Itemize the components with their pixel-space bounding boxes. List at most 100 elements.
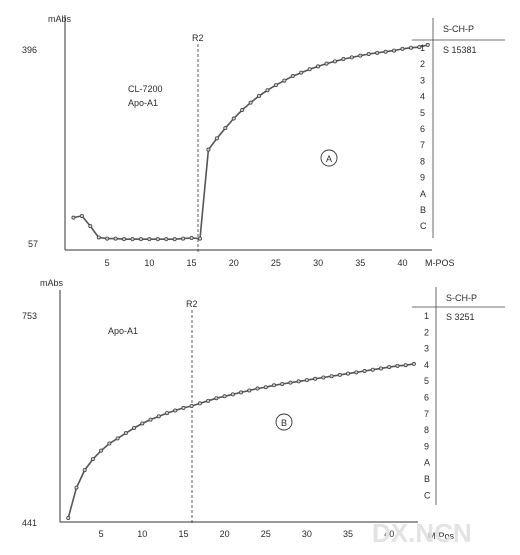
data-point-b — [140, 421, 145, 426]
x-tick-label-b: 40 — [384, 529, 394, 539]
series-line-a — [73, 44, 429, 240]
panel-label-circle-b — [275, 413, 293, 431]
series-a — [71, 42, 430, 242]
data-point-b — [115, 436, 120, 441]
y-axis-label-b: mAbs — [40, 278, 64, 288]
data-point-a — [316, 64, 321, 69]
y-axis-label-a: mAbs — [48, 14, 72, 24]
data-point-a — [248, 100, 253, 105]
data-point-a — [214, 136, 219, 141]
table-row-label-a: 4 — [420, 92, 425, 102]
data-point-b — [263, 385, 268, 390]
data-point-b — [395, 363, 400, 368]
data-point-b — [66, 516, 71, 521]
x-tick-label-b: 15 — [178, 529, 188, 539]
table-row-label-a: 7 — [420, 140, 425, 150]
table-row-label-a: 2 — [420, 59, 425, 69]
x-tick-label-b: 25 — [261, 529, 271, 539]
data-point-b — [107, 441, 112, 446]
x-tick-label-a: 25 — [271, 258, 281, 268]
table-row-label-a: 1 — [420, 43, 425, 53]
data-point-a — [332, 59, 337, 64]
x-tick-label-a: 15 — [187, 258, 197, 268]
table-value-b: S 3251 — [446, 312, 475, 322]
data-point-a — [197, 236, 202, 241]
data-point-b — [271, 383, 276, 388]
data-point-a — [299, 70, 304, 75]
table-row-label-b: 8 — [424, 425, 429, 435]
data-point-a — [71, 215, 76, 220]
data-point-a — [265, 88, 270, 93]
data-point-b — [296, 379, 301, 384]
data-point-b — [247, 388, 252, 393]
data-point-a — [307, 67, 312, 72]
data-point-a — [358, 53, 363, 58]
watermark: DX.NCN — [372, 518, 472, 548]
x-tick-label-b: 5 — [99, 529, 104, 539]
data-point-a — [392, 48, 397, 53]
r2-label-b: R2 — [186, 299, 198, 309]
table-row-label-a: C — [420, 221, 427, 231]
data-point-a — [122, 237, 127, 242]
table-row-label-b: 2 — [424, 327, 429, 337]
table-row-label-a: 6 — [420, 124, 425, 134]
table-row-label-b: C — [424, 490, 431, 500]
data-point-b — [206, 398, 211, 403]
data-point-b — [222, 394, 227, 399]
data-point-b — [230, 392, 235, 397]
panel-b: mAbs 753 441 5 10 15 20 25 30 35 40 M-Pos Apo-A… — [22, 278, 505, 541]
data-point-b — [239, 390, 244, 395]
data-point-a — [206, 147, 211, 152]
data-point-b — [288, 380, 293, 385]
table-row-label-a: 9 — [420, 173, 425, 183]
table-row-label-b: A — [424, 458, 430, 468]
data-point-a — [181, 236, 186, 241]
data-point-a — [240, 108, 245, 113]
data-point-b — [337, 372, 342, 377]
data-point-a — [155, 237, 160, 242]
x-axis-label-a: M-POS — [425, 258, 455, 268]
data-point-a — [113, 236, 118, 241]
data-point-b — [378, 366, 383, 371]
data-point-a — [341, 57, 346, 62]
data-point-b — [346, 371, 351, 376]
x-tick-label-a: 20 — [229, 258, 239, 268]
panel-label-circle-a — [320, 149, 338, 167]
table-row-label-a: A — [420, 189, 426, 199]
x-tick-label-b: 20 — [220, 529, 230, 539]
r2-label-a: R2 — [192, 33, 204, 43]
data-point-b — [99, 448, 104, 453]
data-point-b — [370, 367, 375, 372]
data-point-a — [96, 235, 101, 240]
panel-label-b: B — [281, 418, 287, 428]
y-tick-top-b: 753 — [22, 311, 37, 321]
data-point-a — [282, 78, 287, 83]
data-point-a — [172, 237, 177, 242]
data-point-b — [411, 361, 416, 366]
series-b — [66, 361, 416, 521]
panel-a: mAbs 396 57 5 10 15 20 25 30 35 40 M-POS CL-720… — [22, 14, 505, 268]
data-point-b — [403, 363, 408, 368]
x-tick-label-b: 35 — [343, 529, 353, 539]
x-tick-label-a: 35 — [355, 258, 365, 268]
table-rows-a: 1 2 3 4 5 6 7 8 9 ABC — [420, 43, 427, 231]
data-point-a — [366, 51, 371, 56]
table-row-label-b: 1 — [424, 311, 429, 321]
data-point-b — [132, 426, 137, 431]
data-point-b — [181, 405, 186, 410]
data-point-b — [280, 381, 285, 386]
table-row-label-a: 3 — [420, 75, 425, 85]
data-point-b — [387, 365, 392, 370]
data-point-a — [79, 213, 84, 218]
series-line-b — [67, 363, 415, 519]
x-tick-label-a: 30 — [313, 258, 323, 268]
data-point-a — [105, 236, 110, 241]
data-point-b — [164, 411, 169, 416]
table-row-label-a: 5 — [420, 108, 425, 118]
annotation-analyte-b: Apo-A1 — [108, 326, 138, 336]
data-point-b — [255, 386, 260, 391]
data-point-b — [313, 376, 318, 381]
data-point-a — [349, 55, 354, 60]
panel-label-a: A — [326, 154, 332, 164]
x-tick-label-b: 30 — [302, 529, 312, 539]
